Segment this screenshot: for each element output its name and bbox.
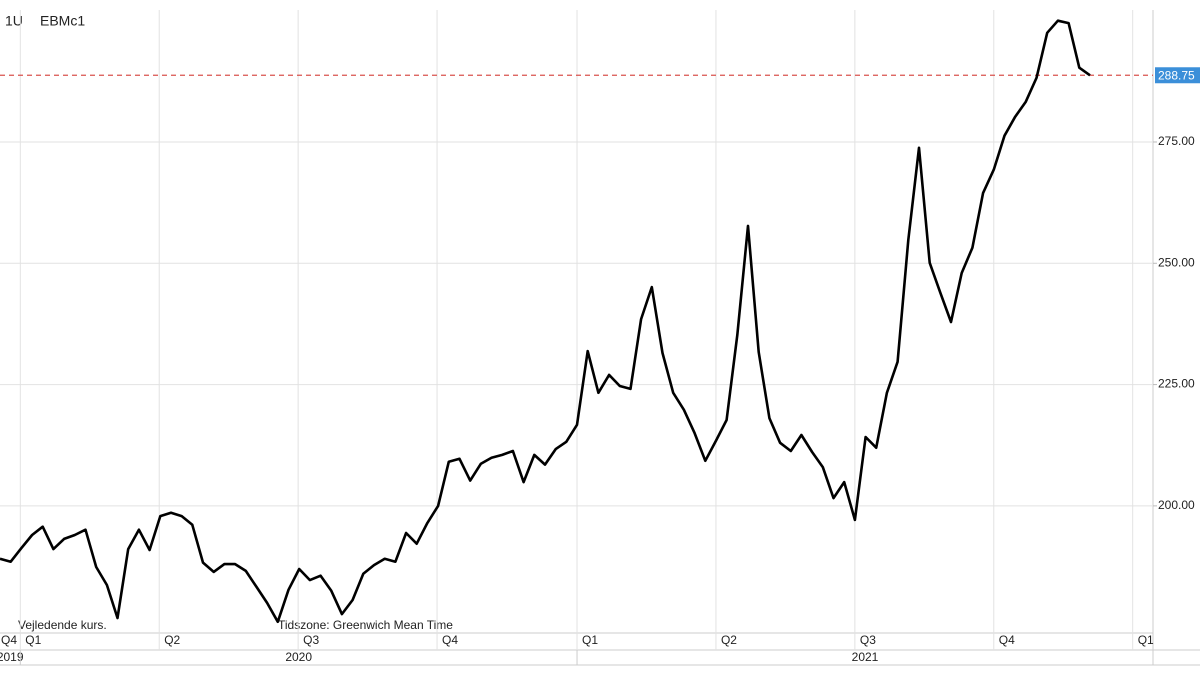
x-tick-label: Q1 xyxy=(25,633,41,647)
x-tick-label: Q4 xyxy=(442,633,458,647)
note: Tidszone: Greenwich Mean Time xyxy=(278,618,453,632)
x-tick-label: Q3 xyxy=(303,633,319,647)
last-price-box xyxy=(1155,67,1200,84)
x-tick-label: Q4 xyxy=(1,633,17,647)
subtitle: 1U xyxy=(5,13,23,29)
y-tick-label: 250.00 xyxy=(1158,255,1195,269)
y-tick-label: 275.00 xyxy=(1158,134,1195,148)
chart-title: EBMc1 xyxy=(40,13,85,29)
x-tick-label: Q1 xyxy=(582,633,598,647)
y-tick-label: 225.00 xyxy=(1158,377,1195,391)
price-line xyxy=(0,19,1091,624)
x-tick-label: Q2 xyxy=(721,633,737,647)
note: Vejledende kurs. xyxy=(18,618,107,632)
y-tick-label: 200.00 xyxy=(1158,498,1195,512)
x-tick-label: Q4 xyxy=(999,633,1015,647)
last-price-label: 288.75 xyxy=(1158,68,1195,82)
x-tick-label: Q1 xyxy=(1138,633,1154,647)
year-label: 2021 xyxy=(852,650,879,664)
x-tick-label: Q3 xyxy=(860,633,876,647)
year-label: 2020 xyxy=(285,650,312,664)
year-label: 2019 xyxy=(0,650,24,664)
x-tick-label: Q2 xyxy=(164,633,180,647)
